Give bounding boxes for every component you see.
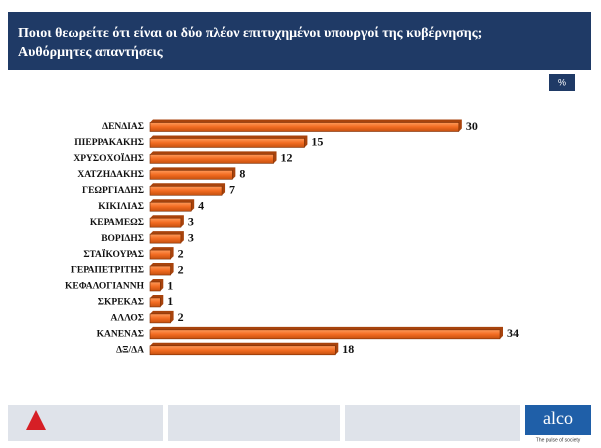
bar xyxy=(149,233,182,244)
category-label: ΓΕΩΡΓΙΑΔΗΣ xyxy=(82,186,144,196)
bar xyxy=(149,217,182,228)
bar xyxy=(149,329,501,340)
category-label: ΠΙΕΡΡΑΚΑΚΗΣ xyxy=(74,138,144,148)
bar xyxy=(149,313,171,324)
value-label: 1 xyxy=(167,294,173,308)
brand: alco xyxy=(543,408,573,428)
footer-box xyxy=(168,405,340,441)
bar xyxy=(149,138,305,148)
value-label: 2 xyxy=(178,262,184,276)
category-label: ΚΙΚΙΛΙΑΣ xyxy=(98,202,144,212)
bar xyxy=(149,345,336,356)
value-label: 3 xyxy=(188,214,194,228)
bar xyxy=(149,201,192,212)
value-label: 12 xyxy=(281,151,293,165)
category-label: ΓΕΡΑΠΕΤΡΙΤΗΣ xyxy=(71,266,144,276)
bar xyxy=(149,265,171,276)
footer-box xyxy=(345,405,520,441)
bar xyxy=(149,281,161,292)
category-label: ΚΕΡΑΜΕΩΣ xyxy=(90,218,144,228)
category-label: ΚΕΦΑΛΟΓΙΑΝΝΗ xyxy=(65,282,145,292)
category-label: ΔΕΝΔΙΑΣ xyxy=(102,122,144,132)
bar xyxy=(149,249,171,260)
value-label: 4 xyxy=(198,199,204,213)
category-label: ΧΑΤΖΗΔΑΚΗΣ xyxy=(77,170,144,180)
category-label: ΣΚΡΕΚΑΣ xyxy=(98,298,144,308)
value-label: 15 xyxy=(311,135,323,149)
value-label: 7 xyxy=(229,183,235,197)
category-label: ΒΟΡΙΔΗΣ xyxy=(101,234,144,244)
category-label: ΣΤΑΪΚΟΥΡΑΣ xyxy=(83,247,144,260)
value-label: 8 xyxy=(239,167,245,181)
category-label: ΚΑΝΕΝΑΣ xyxy=(97,330,144,340)
chart-title: Ποιοι θεωρείτε ότι είναι οι δύο πλέον επ… xyxy=(18,26,482,41)
header-band xyxy=(8,12,591,70)
unit-badge-text: % xyxy=(558,77,566,87)
bar xyxy=(149,297,161,308)
category-label: ΧΡΥΣΟΧΟΪΔΗΣ xyxy=(73,151,144,164)
unit-badge xyxy=(549,74,575,91)
value-label: 18 xyxy=(342,342,354,356)
chart-subtitle: Αυθόρμητες απαντήσεις xyxy=(18,45,164,60)
bar xyxy=(149,154,274,164)
value-label: 2 xyxy=(178,310,184,324)
value-label: 30 xyxy=(466,119,478,133)
value-label: 34 xyxy=(507,326,519,340)
value-label: 2 xyxy=(178,246,184,260)
left-logo xyxy=(26,410,46,430)
bar xyxy=(149,122,460,132)
value-label: 1 xyxy=(167,278,173,292)
bar xyxy=(149,186,223,196)
bar xyxy=(149,170,233,180)
value-label: 3 xyxy=(188,230,194,244)
tagline: The pulse of society xyxy=(536,437,581,443)
category-label: ΑΛΛΟΣ xyxy=(110,314,144,324)
category-label: ΔΞ/ΔΑ xyxy=(116,345,144,355)
brand-box xyxy=(525,405,591,435)
